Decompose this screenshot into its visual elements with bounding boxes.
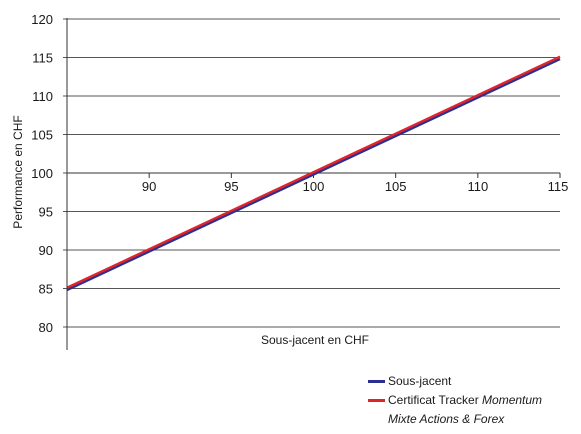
y-tick-label: 110 xyxy=(32,89,53,104)
x-tick-label: 100 xyxy=(303,179,325,194)
legend-item-sous-jacent: Sous-jacent xyxy=(368,372,542,391)
y-tick-label: 100 xyxy=(31,166,53,181)
y-tick-label: 115 xyxy=(32,51,53,66)
x-tick-label: 95 xyxy=(224,179,238,194)
x-tick-label: 110 xyxy=(467,179,488,194)
legend-label-certificat: Certificat Tracker Momentum xyxy=(388,391,542,410)
x-tick-label: 105 xyxy=(385,179,407,194)
series-line-0 xyxy=(66,57,561,292)
legend: Sous-jacent Certificat Tracker Momentum … xyxy=(368,372,542,429)
x-tick-label: 115 xyxy=(548,179,569,194)
legend-label-certificat-italic: Momentum xyxy=(482,393,543,407)
legend-label-sous-jacent: Sous-jacent xyxy=(388,374,452,388)
y-tick-label: 80 xyxy=(39,320,53,335)
y-tick-label: 120 xyxy=(31,12,53,27)
y-tick-label: 95 xyxy=(39,205,53,220)
x-tick-label: 90 xyxy=(142,179,156,194)
y-tick-labels: 80 85 90 95 100 105 110 115 120 xyxy=(31,12,53,335)
series-lines xyxy=(66,55,561,292)
legend-item-certificat: Certificat Tracker Momentum xyxy=(368,391,542,410)
legend-label-certificat-line2: Mixte Actions & Forex xyxy=(388,412,505,426)
y-tick-label: 90 xyxy=(39,243,53,258)
y-tick-label: 105 xyxy=(31,128,53,143)
y-tick-label: 85 xyxy=(39,282,53,297)
legend-swatch-blue xyxy=(368,380,385,383)
legend-label-certificat-plain: Certificat Tracker xyxy=(388,393,483,407)
series-line-1 xyxy=(66,55,561,289)
x-axis: 90 95 100 105 110 115 xyxy=(67,172,569,194)
y-axis-title: Performance en CHF xyxy=(11,115,25,228)
legend-swatch-red xyxy=(368,399,385,402)
x-axis-title: Sous-jacent en CHF xyxy=(261,333,369,347)
